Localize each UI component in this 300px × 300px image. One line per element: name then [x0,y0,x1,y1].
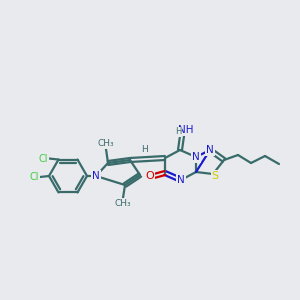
Text: CH₃: CH₃ [98,140,114,148]
Text: N: N [192,152,200,162]
Text: N: N [92,171,100,181]
Text: Cl: Cl [29,172,39,182]
Text: H: H [175,128,181,136]
Text: N: N [206,145,214,155]
Text: NH: NH [178,125,194,135]
Text: H: H [141,146,148,154]
Text: CH₃: CH₃ [115,199,131,208]
Text: O: O [146,171,154,181]
Text: S: S [212,171,219,181]
Text: Cl: Cl [39,154,48,164]
Text: N: N [177,175,185,185]
